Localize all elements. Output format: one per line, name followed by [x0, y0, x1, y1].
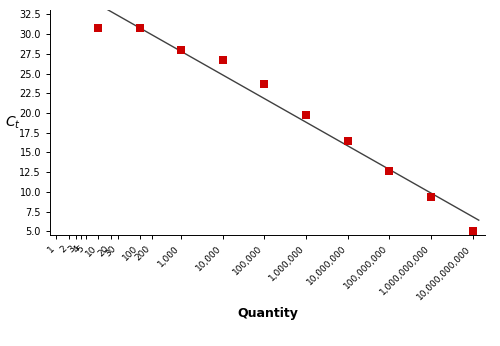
Point: [94, 25, 102, 30]
Point: [386, 168, 394, 173]
X-axis label: Quantity: Quantity: [237, 307, 298, 320]
Point: [136, 25, 143, 30]
Point: [427, 194, 435, 199]
Point: [219, 57, 227, 63]
Point: [302, 112, 310, 118]
Point: [178, 47, 186, 53]
Point: [468, 229, 476, 234]
Point: [344, 139, 351, 144]
Text: $C_t$: $C_t$: [5, 115, 21, 131]
Point: [260, 81, 268, 86]
